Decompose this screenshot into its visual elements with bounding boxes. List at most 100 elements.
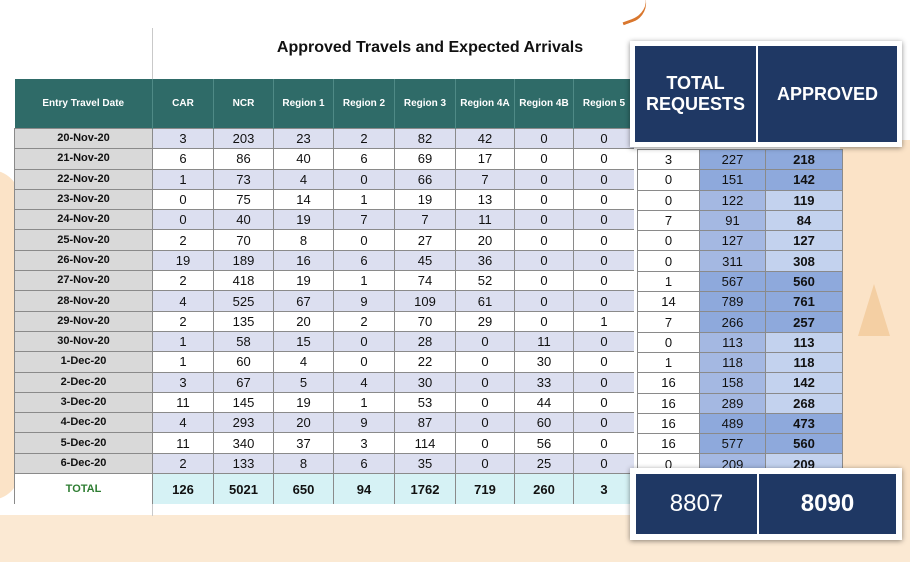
table-row: 29-Nov-20 2 135 20 2 70 29 0 1: [14, 310, 634, 332]
total-requests-header: TOTAL REQUESTS: [635, 46, 758, 142]
value-cell: 15: [273, 330, 334, 353]
value-cell: 5: [273, 371, 334, 393]
value-cell: 22: [394, 351, 456, 373]
approved-cell: 257: [765, 311, 843, 333]
value-cell: 6: [333, 452, 395, 475]
tree-decoration: [858, 284, 890, 336]
value-cell: 13: [455, 188, 515, 211]
column-header: Region 4B: [514, 79, 574, 129]
value-cell: 30: [514, 351, 574, 373]
approved-total-value: 8090: [759, 474, 896, 534]
summary-row: 1 567 560: [637, 270, 843, 293]
value-cell: 145: [213, 391, 274, 414]
date-cell: 23-Nov-20: [14, 188, 153, 211]
total-row: TOTAL 126 5021 650 94 1762 719 260 3: [14, 473, 634, 504]
value-cell: 75: [213, 188, 274, 211]
value-cell: 60: [213, 351, 274, 373]
value-cell: 36: [455, 249, 515, 272]
value-cell: 67: [213, 371, 274, 393]
value-cell: 7: [394, 209, 456, 231]
requests-partial-cell: 0: [637, 230, 700, 252]
value-cell: 0: [514, 127, 574, 150]
summary-row: 16 289 268: [637, 392, 843, 414]
value-cell: 0: [514, 290, 574, 312]
value-cell: 8: [273, 452, 334, 475]
total-value-cell: 5021: [213, 473, 274, 504]
value-cell: 0: [455, 371, 515, 393]
value-cell: 293: [213, 412, 274, 434]
value-cell: 0: [514, 270, 574, 292]
value-cell: 20: [273, 412, 334, 434]
column-header: Region 4A: [455, 79, 515, 129]
value-cell: 9: [333, 412, 395, 434]
value-cell: 1: [333, 391, 395, 414]
value-cell: 44: [514, 391, 574, 414]
total-requests-cell: 158: [699, 372, 766, 394]
value-cell: 9: [333, 290, 395, 312]
date-cell: 21-Nov-20: [14, 148, 153, 170]
value-cell: 0: [514, 229, 574, 251]
total-value-cell: 126: [152, 473, 214, 504]
value-cell: 6: [333, 148, 395, 170]
value-cell: 1: [152, 351, 214, 373]
requests-partial-cell: 7: [637, 311, 700, 333]
table-row: 23-Nov-20 0 75 14 1 19 13 0 0: [14, 188, 634, 211]
value-cell: 0: [573, 330, 634, 353]
approved-cell: 761: [765, 291, 843, 313]
column-header: Region 3: [394, 79, 456, 129]
table-row: 22-Nov-20 1 73 4 0 66 7 0 0: [14, 168, 634, 190]
value-cell: 1: [152, 168, 214, 190]
value-cell: 7: [333, 209, 395, 231]
total-value-cell: 94: [333, 473, 395, 504]
value-cell: 69: [394, 148, 456, 170]
requests-partial-cell: 0: [637, 250, 700, 272]
approved-cell: 84: [765, 209, 843, 232]
date-cell: 27-Nov-20: [14, 270, 153, 292]
table-row: 30-Nov-20 1 58 15 0 28 0 11 0: [14, 330, 634, 353]
summary-header-box: TOTAL REQUESTS APPROVED: [630, 41, 902, 147]
requests-partial-cell: 1: [637, 351, 700, 374]
total-requests-cell: 122: [699, 189, 766, 211]
summary-row: 0 122 119: [637, 189, 843, 211]
value-cell: 29: [455, 310, 515, 332]
swoosh-decoration: [614, 0, 652, 26]
value-cell: 0: [573, 432, 634, 454]
value-cell: 73: [213, 168, 274, 190]
value-cell: 40: [273, 148, 334, 170]
column-header: Region 5: [573, 79, 634, 129]
approved-cell: 268: [765, 392, 843, 414]
value-cell: 52: [455, 270, 515, 292]
value-cell: 0: [573, 452, 634, 475]
value-cell: 61: [455, 290, 515, 312]
column-header: Entry Travel Date: [14, 79, 153, 129]
value-cell: 4: [152, 290, 214, 312]
total-requests-cell: 113: [699, 331, 766, 353]
value-cell: 0: [455, 412, 515, 434]
total-label: TOTAL: [14, 473, 153, 504]
value-cell: 2: [333, 127, 395, 150]
value-cell: 2: [152, 229, 214, 251]
value-cell: 525: [213, 290, 274, 312]
value-cell: 8: [273, 229, 334, 251]
column-header: CAR: [152, 79, 214, 129]
value-cell: 58: [213, 330, 274, 353]
value-cell: 418: [213, 270, 274, 292]
table-row: 26-Nov-20 19 189 16 6 45 36 0 0: [14, 249, 634, 272]
value-cell: 0: [573, 290, 634, 312]
approved-cell: 142: [765, 169, 843, 191]
value-cell: 11: [152, 432, 214, 454]
value-cell: 20: [455, 229, 515, 251]
approved-cell: 119: [765, 189, 843, 211]
date-cell: 20-Nov-20: [14, 127, 153, 150]
value-cell: 0: [573, 209, 634, 231]
summary-row: 0 127 127: [637, 230, 843, 252]
date-cell: 26-Nov-20: [14, 249, 153, 272]
value-cell: 340: [213, 432, 274, 454]
value-cell: 6: [152, 148, 214, 170]
value-cell: 0: [573, 351, 634, 373]
value-cell: 14: [273, 188, 334, 211]
total-value-cell: 260: [514, 473, 574, 504]
total-requests-cell: 118: [699, 351, 766, 374]
